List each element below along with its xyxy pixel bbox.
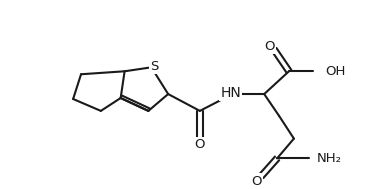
Text: HN: HN: [220, 86, 241, 100]
Text: NH₂: NH₂: [317, 152, 342, 165]
Text: OH: OH: [326, 65, 346, 78]
Text: O: O: [195, 138, 205, 151]
Text: S: S: [150, 60, 158, 73]
Text: O: O: [251, 175, 262, 188]
Text: O: O: [264, 40, 275, 53]
